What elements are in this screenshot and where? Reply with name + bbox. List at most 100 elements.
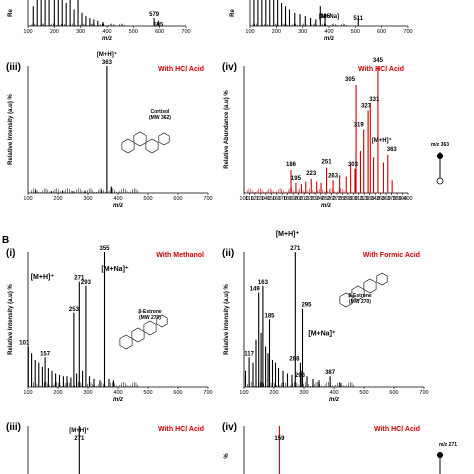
structure-mw: (MW 270) <box>349 299 371 305</box>
x-tick-label: 260 <box>327 196 336 202</box>
chart-a-iv: 1001101201301401501601701801902002102202… <box>222 58 449 209</box>
x-tick-label: 400 <box>102 29 111 35</box>
x-tick-label: 200 <box>53 196 62 202</box>
fragment-dot <box>437 153 443 159</box>
y-axis-label: Re <box>230 9 236 17</box>
x-tick-label: 400 <box>329 390 338 396</box>
condition-label: With Methanol <box>156 252 204 259</box>
estrone-structure-b-ii <box>339 272 388 308</box>
peak-label: 331 <box>369 97 380 103</box>
structure-mw: (MW 270) <box>139 315 161 321</box>
x-tick-label: 500 <box>129 29 138 35</box>
x-tick-label: 380 <box>392 196 401 202</box>
chart-b-iv: % (iv) With HCl Acid 159 m/z 271 <box>222 422 457 474</box>
x-tick-label: 700 <box>203 390 212 396</box>
fragment-dot <box>437 452 443 458</box>
x-tick-label: 100 <box>23 196 32 202</box>
x-tick-label: 700 <box>419 390 428 396</box>
peak-label: 195 <box>291 176 302 182</box>
ring <box>119 334 133 350</box>
x-tick-label: 200 <box>50 29 59 35</box>
condition-label: With HCl Acid <box>158 66 204 73</box>
peak-label: 293 <box>295 373 306 379</box>
x-tick-label: 350 <box>376 196 385 202</box>
y-axis-label: Re <box>8 9 14 17</box>
peak-label: 271 <box>74 276 85 282</box>
peak-label: 385 <box>320 14 331 20</box>
x-axis-label: m/z <box>102 36 112 42</box>
y-axis-label: Relative Intensity (a.u) % <box>224 283 230 354</box>
x-tick-label: 340 <box>371 196 380 202</box>
annotation-mz: m/z 271 <box>439 442 457 448</box>
peak-label: 355 <box>99 246 110 252</box>
x-tick-label: 300 <box>298 29 307 35</box>
peak-label: 305 <box>345 77 356 83</box>
x-tick-label: 230 <box>310 196 319 202</box>
peak-label: 363 <box>102 60 113 66</box>
structure-name: β-Estrone <box>348 293 372 299</box>
annotation-mz: m/z 363 <box>431 142 449 148</box>
x-tick-label: 300 <box>299 390 308 396</box>
condition-label: With HCl Acid <box>374 426 420 433</box>
estrone-structure-b-i <box>119 314 168 350</box>
x-tick-label: 100 <box>239 390 248 396</box>
peak-label: [M+H]⁺ <box>69 427 89 434</box>
x-tick-label: 220 <box>305 196 314 202</box>
chart-b-ii: 100 200 300 400 500 600 700 m/z Relative Intensi… <box>222 231 429 403</box>
x-axis-label: m/z <box>324 36 334 42</box>
chart-a-iii: 100 200 300 400 500 600 700 m/z Relative Intensi… <box>6 51 213 209</box>
x-tick-label: 200 <box>53 390 62 396</box>
peak-label: 101 <box>19 341 30 347</box>
x-tick-label: 100 <box>239 196 248 202</box>
x-tick-label: 320 <box>360 196 369 202</box>
x-tick-label: 250 <box>321 196 330 202</box>
peak-label: 345 <box>373 58 384 64</box>
x-tick-label: 330 <box>365 196 374 202</box>
ring <box>133 131 147 147</box>
chart-b-iii: (iii) With HCl Acid [M+H]⁺ 271 <box>6 422 204 474</box>
panel-label: (iii) <box>6 422 21 433</box>
peak-label: 327 <box>361 103 372 109</box>
x-tick-label: 190 <box>289 196 298 202</box>
x-tick-label: 400 <box>324 29 333 35</box>
peak-label: 595 <box>153 23 164 29</box>
peak-label: 271 <box>290 246 301 252</box>
y-axis-label: % <box>224 453 230 459</box>
x-axis-label: m/z <box>321 203 331 209</box>
x-tick-label: 600 <box>155 29 164 35</box>
x-tick-label: 500 <box>143 390 152 396</box>
x-tick-label: 280 <box>338 196 347 202</box>
x-tick-label: 600 <box>389 390 398 396</box>
x-tick-label: 100 <box>23 29 32 35</box>
y-axis-label: Relative Abundance (a.u) % <box>224 90 230 169</box>
panel-label: (iii) <box>6 62 21 73</box>
cortisol-structure <box>121 131 170 154</box>
x-axis-label: m/z <box>113 397 123 403</box>
x-tick-label: 700 <box>203 196 212 202</box>
x-tick-label: 300 <box>83 390 92 396</box>
x-tick-label: 300 <box>349 196 358 202</box>
x-tick-label: 120 <box>250 196 259 202</box>
x-tick-label: 200 <box>272 29 281 35</box>
x-tick-label: 300 <box>83 196 92 202</box>
x-tick-label: 160 <box>272 196 281 202</box>
ring <box>363 278 377 294</box>
x-tick-label: 100 <box>245 29 254 35</box>
chart-a-ii-top-left: 100 200 300 400 500 600 700 m/z Re 579 595 <box>8 0 191 42</box>
peak-label: 223 <box>306 171 317 177</box>
panel-label: (iv) <box>222 62 237 73</box>
y-axis-label: Relative Intensity (a.u) % <box>8 283 14 354</box>
x-tick-label: 600 <box>173 390 182 396</box>
x-axis-label: m/z <box>329 397 339 403</box>
x-tick-label: 170 <box>278 196 287 202</box>
annotation-mh: [M+H]⁺ <box>276 231 300 238</box>
x-tick-label: 180 <box>283 196 292 202</box>
x-tick-label: 200 <box>294 196 303 202</box>
ring <box>143 320 157 336</box>
section-label: B <box>2 235 9 246</box>
annotation-mh: [M+H]⁺ <box>372 137 392 144</box>
x-tick-label: 200 <box>269 390 278 396</box>
structure-name: β-Estrone <box>138 309 162 315</box>
x-tick-label: 400 <box>113 390 122 396</box>
